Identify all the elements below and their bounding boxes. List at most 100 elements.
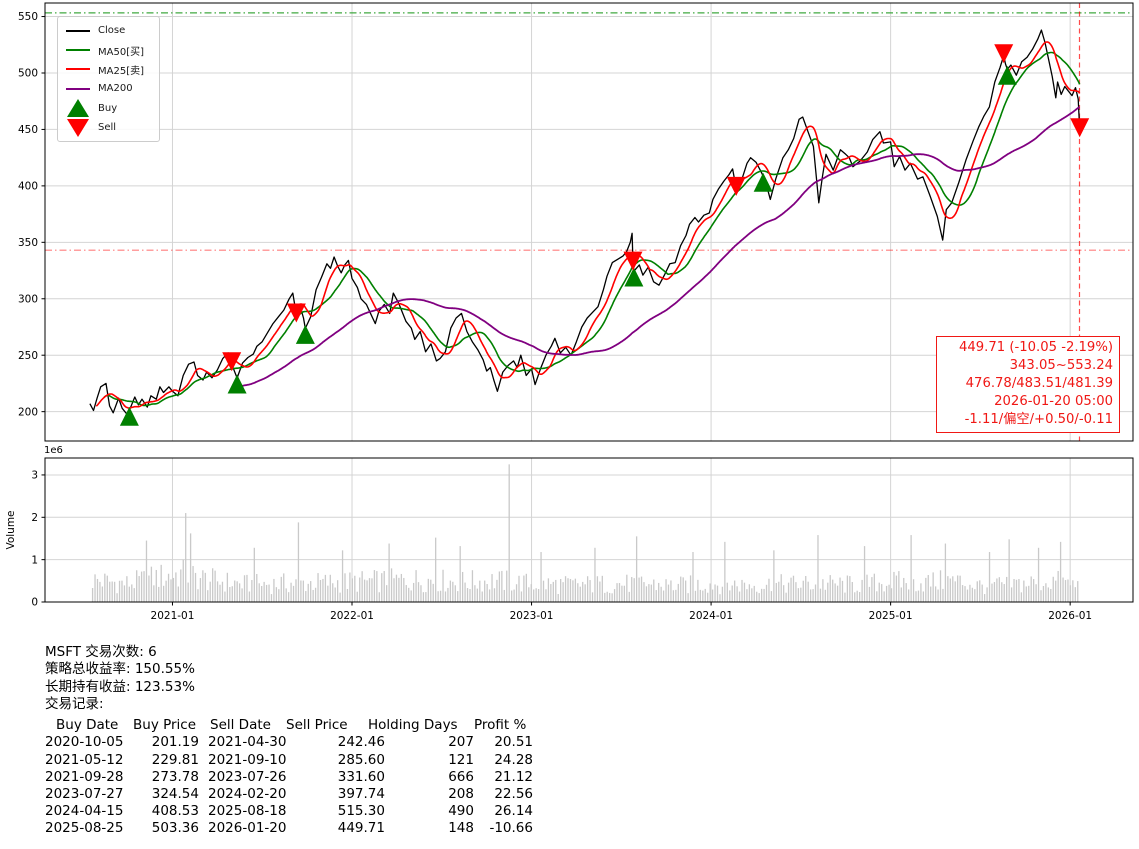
- ma200-legend-line-sample: [66, 87, 90, 90]
- volume-bar: [939, 570, 942, 602]
- volume-bar: [167, 573, 170, 602]
- volume-bar: [376, 571, 378, 602]
- volume-bar: [567, 578, 569, 602]
- volume-bar: [109, 581, 111, 602]
- volume-bar: [466, 588, 469, 602]
- volume-bar: [670, 580, 672, 602]
- volume-bar: [302, 580, 304, 602]
- volume-bar: [143, 571, 145, 602]
- volume-bar: [221, 581, 224, 602]
- trade-table-cell: 515.30: [337, 803, 385, 820]
- volume-bar: [542, 580, 545, 602]
- volume-bar: [846, 575, 849, 602]
- volume-bar: [827, 582, 829, 602]
- volume-bar: [672, 590, 675, 602]
- volume-bar: [726, 582, 728, 602]
- volume-bar: [113, 581, 116, 602]
- y-tick-label: 400: [18, 181, 38, 193]
- legend-item-close[interactable]: Close: [65, 21, 153, 40]
- volume-bar: [381, 573, 383, 602]
- volume-bar: [104, 573, 106, 602]
- volume-bar: [520, 591, 523, 602]
- volume-bar: [966, 589, 969, 602]
- legend-item-sell[interactable]: Sell: [65, 118, 153, 137]
- volume-bar: [373, 570, 376, 602]
- volume-bar: [577, 583, 579, 602]
- legend-item-ma200[interactable]: MA200: [65, 79, 153, 98]
- trade-table-cell: 121: [448, 751, 474, 768]
- legend-item-buy[interactable]: Buy: [65, 99, 153, 118]
- volume-tick-label: 2: [31, 512, 38, 524]
- volume-bar: [1003, 584, 1005, 602]
- volume-bar: [278, 589, 280, 602]
- volume-bar: [890, 588, 893, 602]
- trade-table-cell: 666: [448, 768, 474, 785]
- volume-bar: [731, 585, 733, 602]
- annotation-line-datetime: 2026-01-20 05:00: [994, 394, 1113, 410]
- volume-bar: [528, 587, 530, 602]
- volume-bar: [1077, 581, 1079, 602]
- volume-bar: [297, 522, 300, 602]
- trade-table-cell: 2025-08-18: [208, 803, 287, 820]
- volume-bar: [675, 589, 677, 602]
- ma200-line: [231, 106, 1081, 389]
- volume-bar: [856, 590, 858, 602]
- volume-bar: [464, 582, 466, 602]
- trade-table-cell: 148: [448, 820, 474, 837]
- volume-bar: [476, 588, 478, 602]
- sell-marker: [994, 44, 1014, 64]
- annotation-line-range: 343.05~553.24: [1009, 358, 1113, 374]
- volume-bar: [645, 586, 648, 602]
- volume-bar: [280, 576, 282, 602]
- trade-table-cell: 2024-04-15: [45, 803, 124, 820]
- volume-bar: [533, 589, 535, 602]
- volume-bar: [582, 581, 584, 602]
- volume-bar: [832, 579, 834, 602]
- trade-table-cell: 2021-09-28: [45, 768, 124, 785]
- volume-bar: [1074, 587, 1076, 602]
- volume-bar: [944, 543, 947, 602]
- volume-bar: [128, 586, 130, 602]
- volume-bar: [930, 586, 932, 602]
- volume-bar: [858, 592, 861, 602]
- trade-table-row: 2023-07-27 324.54 2024-02-20 397.74 208 22.56: [45, 786, 1139, 803]
- volume-bar: [780, 574, 782, 602]
- volume-bar: [405, 585, 407, 602]
- volume-bar: [957, 575, 959, 602]
- volume-bar: [275, 587, 278, 602]
- volume-bar: [689, 575, 692, 602]
- volume-bar: [493, 588, 496, 602]
- volume-bar: [699, 589, 701, 602]
- volume-bar: [199, 578, 202, 602]
- volume-bar: [961, 585, 964, 602]
- volume-bar: [312, 589, 314, 602]
- legend-label: Buy: [98, 102, 118, 114]
- trade-table-cell: 242.46: [337, 734, 385, 751]
- volume-bar: [1042, 585, 1045, 602]
- volume-bar: [192, 566, 194, 602]
- volume-bar: [1001, 582, 1003, 602]
- volume-bar: [344, 573, 346, 602]
- volume-bar: [871, 577, 873, 602]
- volume-bar: [903, 577, 905, 602]
- volume-bar: [760, 588, 763, 602]
- volume-bar: [510, 590, 513, 602]
- volume-bar: [648, 584, 650, 602]
- volume-bar: [667, 584, 670, 602]
- volume-bar: [787, 582, 790, 602]
- volume-bar: [435, 537, 437, 602]
- legend-item-ma25[interactable]: MA25[卖]: [65, 60, 153, 79]
- volume-bar: [412, 582, 415, 602]
- trade-table-cell: 2025-08-25: [45, 820, 124, 837]
- volume-bar: [1047, 587, 1049, 602]
- volume-bar: [172, 577, 175, 602]
- volume-bar: [596, 576, 599, 602]
- sell-marker: [286, 303, 306, 323]
- hold-return-line: 长期持有收益: 123.53%: [45, 678, 195, 695]
- volume-bar: [653, 579, 655, 602]
- volume-bar: [861, 579, 863, 602]
- trade-table-cell: 331.60: [337, 768, 385, 785]
- volume-bar: [584, 584, 586, 602]
- volume-bar: [1023, 580, 1025, 602]
- legend-item-ma50[interactable]: MA50[买]: [65, 40, 153, 59]
